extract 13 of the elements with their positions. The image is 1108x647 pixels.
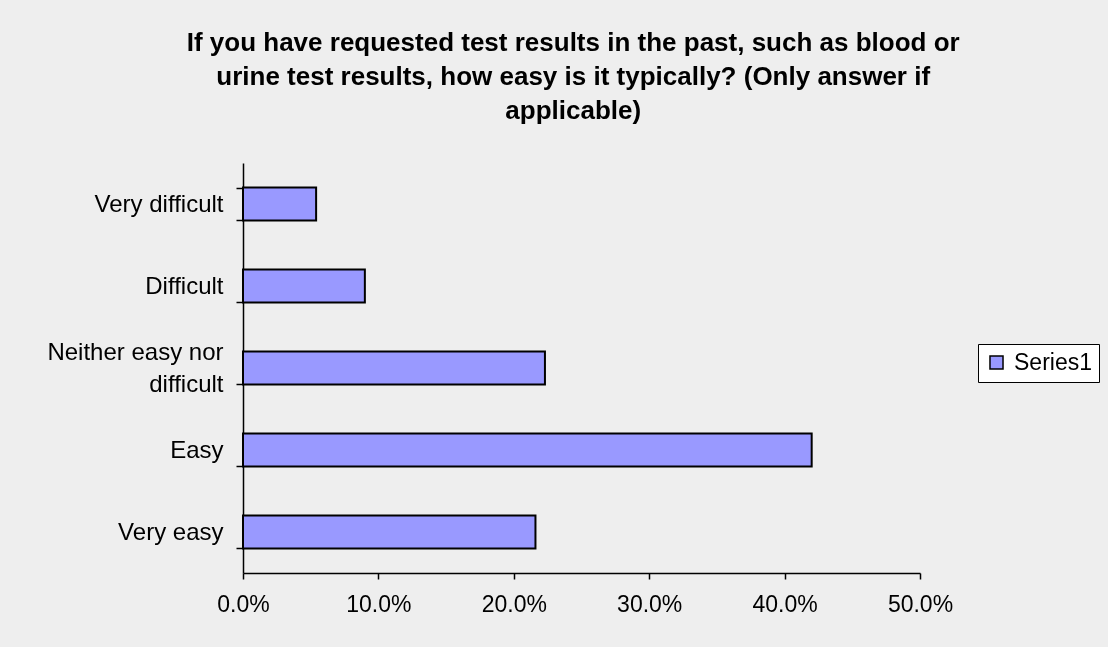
x-tick-label: 50.0% bbox=[887, 590, 954, 617]
x-tick-label: 40.0% bbox=[752, 590, 818, 617]
y-tick-label: Easy bbox=[170, 435, 224, 463]
y-tick-label: Difficult bbox=[145, 271, 224, 299]
y-tick-label: Neither easy nor difficult bbox=[47, 337, 224, 397]
x-tick-label: 20.0% bbox=[481, 590, 547, 617]
chart-title: If you have requested test results in the past, such as blood or urine test results, how easy is it typically? (Only answer if applicable) bbox=[186, 27, 960, 125]
x-tick-label: 30.0% bbox=[617, 590, 683, 617]
legend-label: Series1 bbox=[1014, 348, 1092, 375]
y-tick-label: Very difficult bbox=[94, 189, 224, 217]
y-tick-label: Very easy bbox=[118, 517, 224, 545]
x-tick-label: 10.0% bbox=[346, 590, 412, 617]
x-tick-label: 0.0% bbox=[217, 590, 270, 617]
